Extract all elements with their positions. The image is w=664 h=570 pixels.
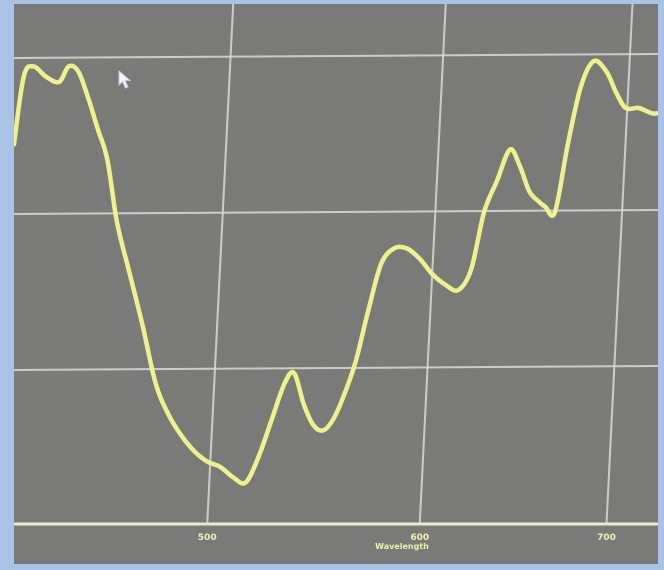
mouse-pointer-icon <box>118 70 132 89</box>
v-gridline <box>418 4 447 525</box>
v-gridline <box>605 4 634 525</box>
series-line <box>14 58 658 486</box>
x-tick-label: 600 <box>410 533 429 543</box>
x-axis-label: Wavelength <box>375 542 429 551</box>
v-gridline <box>206 4 235 525</box>
line-chart: 500 600 700 Wavelength <box>14 4 658 551</box>
x-tick-label: 700 <box>597 533 616 543</box>
h-gridline <box>14 209 658 215</box>
x-tick-label: 500 <box>198 533 217 543</box>
chart-screen: 500 600 700 Wavelength <box>14 4 658 564</box>
h-gridline <box>14 365 658 371</box>
h-gridline <box>14 53 658 59</box>
chart-grid <box>14 4 658 525</box>
x-tick-labels: 500 600 700 <box>198 533 616 543</box>
